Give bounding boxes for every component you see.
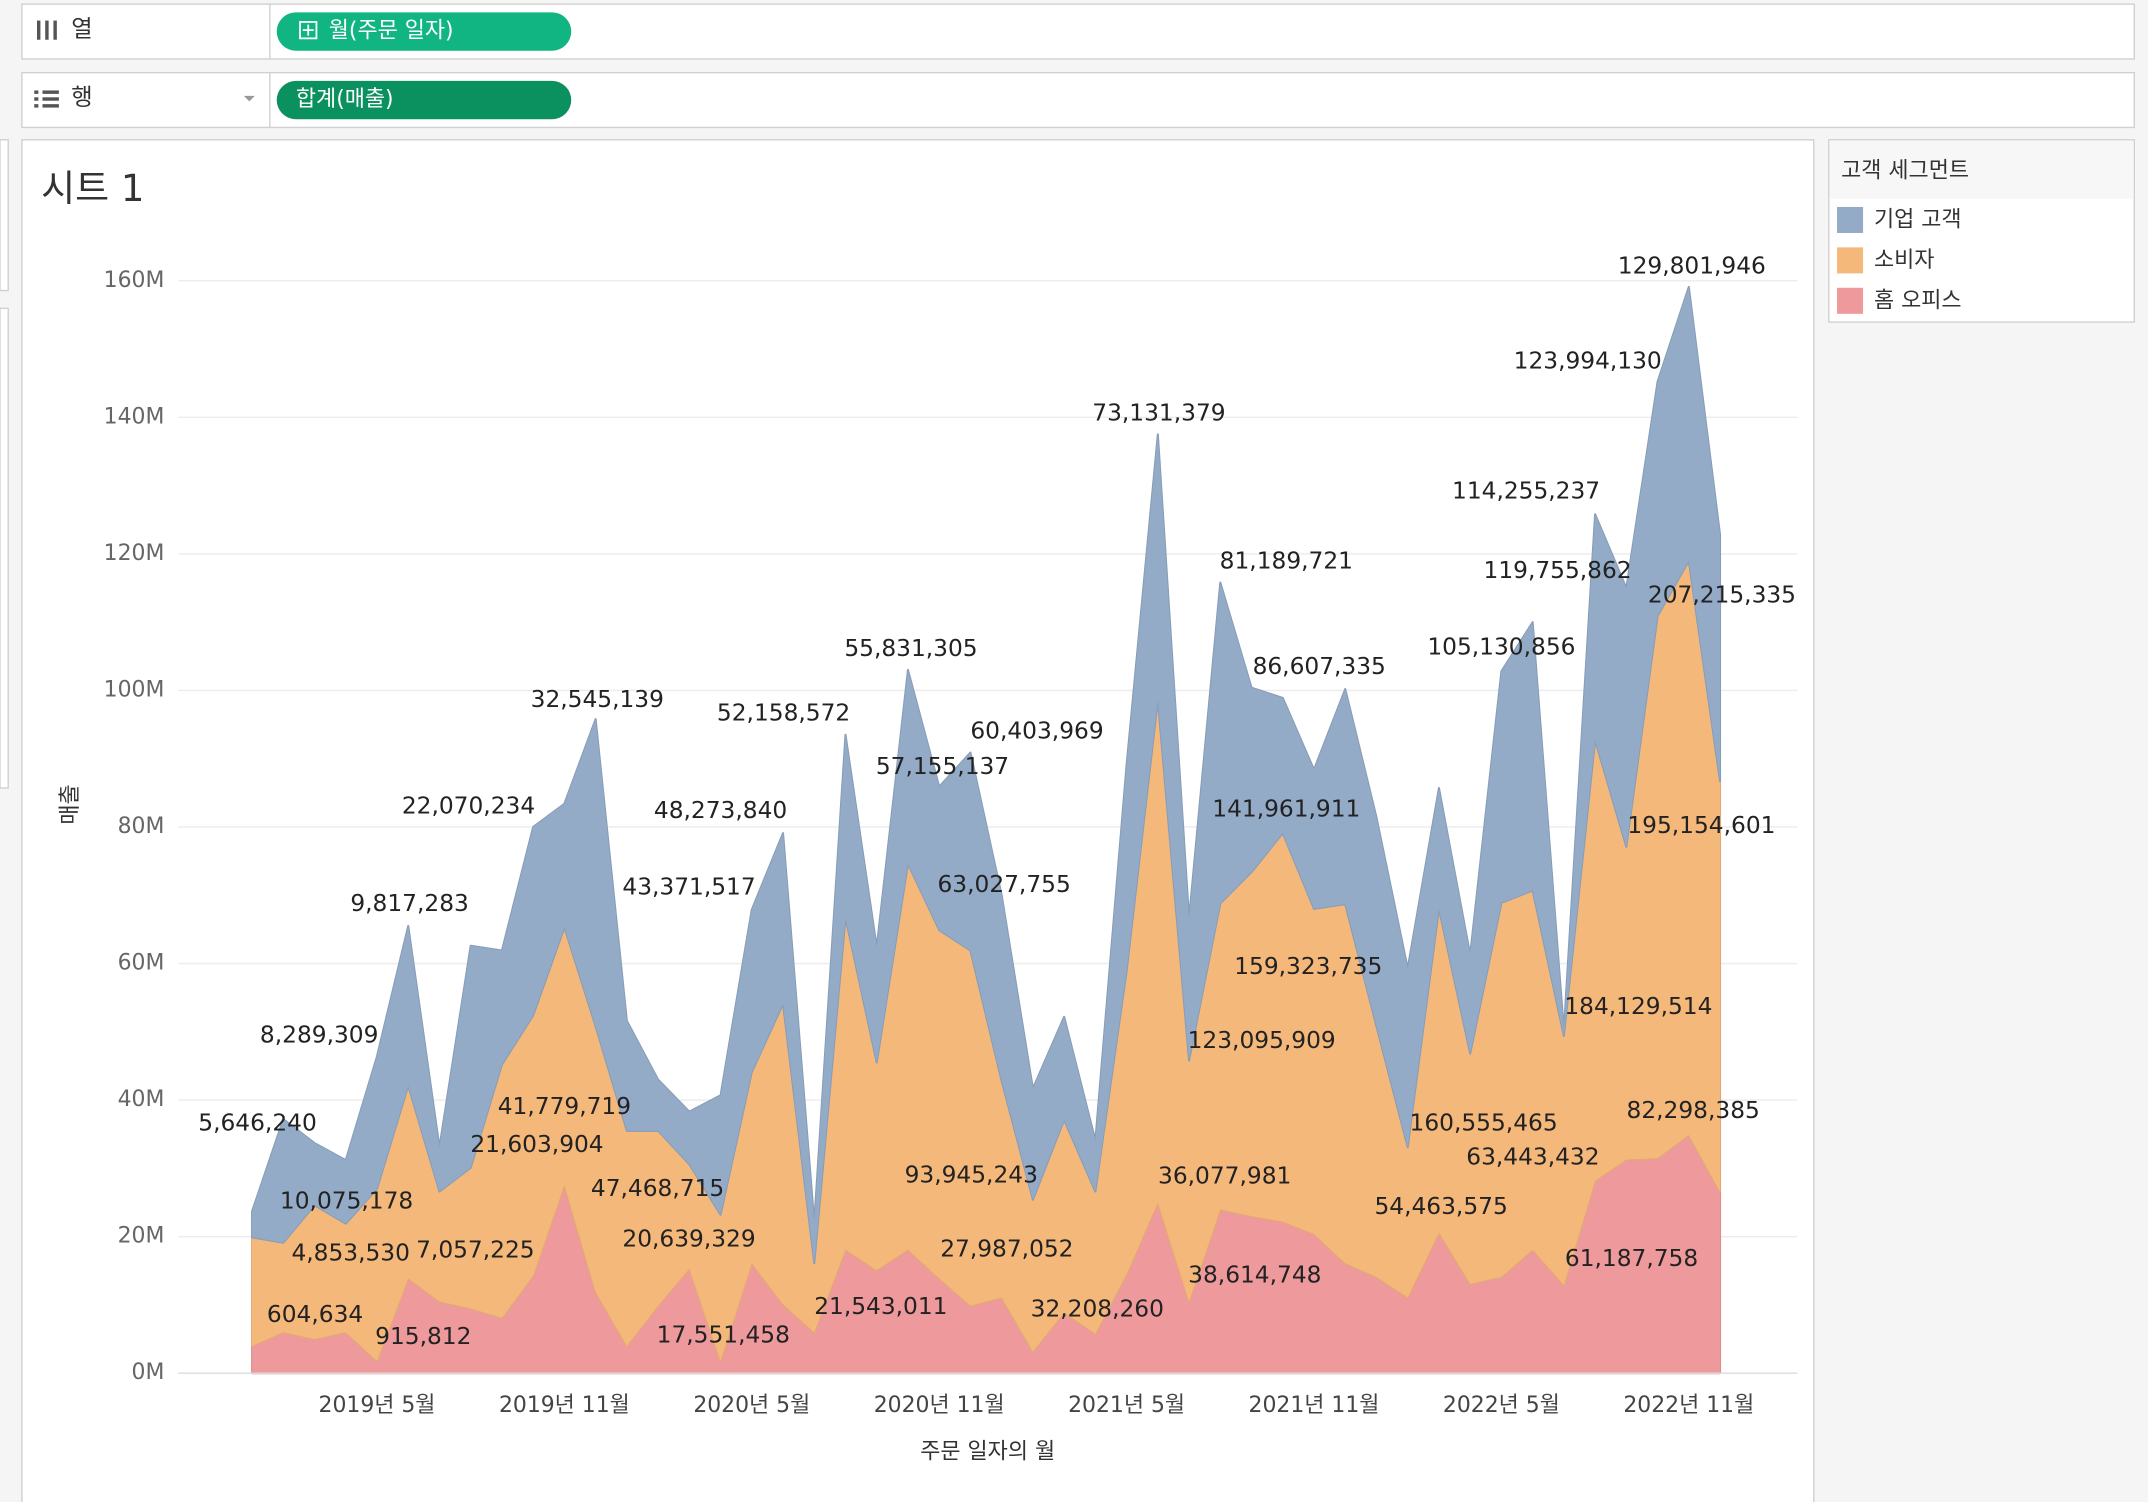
x-tick-label: 2022년 5월 xyxy=(1443,1393,1560,1418)
data-label: 27,987,052 xyxy=(940,1235,1073,1262)
data-label: 48,273,840 xyxy=(654,797,787,824)
data-label: 63,027,755 xyxy=(937,871,1070,898)
data-label: 61,187,758 xyxy=(1565,1245,1698,1272)
data-label: 129,801,946 xyxy=(1618,253,1766,280)
legend-swatch xyxy=(1837,206,1864,233)
legend-header xyxy=(1830,141,2133,199)
y-tick-label: 160M xyxy=(104,268,165,293)
data-label: 21,603,904 xyxy=(470,1131,603,1158)
y-tick-label: 40M xyxy=(118,1087,165,1112)
data-label: 915,812 xyxy=(375,1323,471,1350)
area-fill xyxy=(252,1134,1721,1374)
data-label: 22,070,234 xyxy=(402,793,535,820)
data-label: 57,155,137 xyxy=(876,753,1009,780)
data-label: 32,208,260 xyxy=(1031,1296,1164,1323)
y-tick-label: 140M xyxy=(104,404,165,429)
data-label: 8,289,309 xyxy=(260,1022,378,1049)
legend-title: 고객 세그먼트 xyxy=(1841,158,1969,183)
expand-icon xyxy=(299,21,318,40)
data-label: 123,095,909 xyxy=(1188,1027,1336,1054)
data-label: 184,129,514 xyxy=(1564,993,1712,1020)
expand-icon xyxy=(302,24,314,36)
y-tick-label: 100M xyxy=(104,677,165,702)
data-label: 114,255,237 xyxy=(1452,477,1600,504)
data-label: 207,215,335 xyxy=(1648,582,1796,609)
x-tick-label: 2020년 5월 xyxy=(693,1393,810,1418)
data-label: 160,555,465 xyxy=(1410,1109,1558,1136)
shelf-label: 행 xyxy=(71,84,92,111)
side-panel xyxy=(0,139,9,292)
y-axis-title: 매출 xyxy=(58,784,83,824)
pill[interactable] xyxy=(276,80,572,120)
columns-icon xyxy=(36,20,57,40)
rows-icon xyxy=(34,90,59,108)
data-label: 55,831,305 xyxy=(844,635,977,662)
data-label: 32,545,139 xyxy=(531,686,664,713)
data-label: 82,298,385 xyxy=(1627,1097,1760,1124)
data-label: 52,158,572 xyxy=(717,699,850,726)
pill[interactable] xyxy=(276,12,572,51)
x-tick-label: 2019년 5월 xyxy=(319,1393,436,1418)
data-label: 41,779,719 xyxy=(498,1093,631,1120)
pill-label: 합계(매출) xyxy=(296,87,394,112)
data-label: 86,607,335 xyxy=(1253,653,1386,680)
side-panel xyxy=(0,307,9,789)
x-tick-label: 2019년 11월 xyxy=(499,1393,630,1418)
data-label: 63,443,432 xyxy=(1466,1144,1599,1171)
data-label: 47,468,715 xyxy=(591,1175,724,1202)
x-tick-label: 2022년 11월 xyxy=(1623,1393,1754,1418)
y-tick-label: 80M xyxy=(118,814,165,839)
dropdown[interactable] xyxy=(243,95,255,102)
pill-label: 월(주문 일자) xyxy=(329,19,454,44)
legend-swatch xyxy=(1837,247,1864,274)
data-label: 604,634 xyxy=(267,1301,363,1328)
y-tick-label: 20M xyxy=(118,1224,165,1249)
data-label: 105,130,856 xyxy=(1427,634,1575,661)
data-label: 73,131,379 xyxy=(1092,399,1225,426)
data-label: 54,463,575 xyxy=(1374,1193,1507,1220)
data-label: 119,755,862 xyxy=(1484,557,1632,584)
y-tick-label: 60M xyxy=(118,951,165,976)
data-label: 9,817,283 xyxy=(350,890,468,917)
data-label: 36,077,981 xyxy=(1158,1163,1291,1190)
data-label: 60,403,969 xyxy=(970,717,1103,744)
x-axis-title: 주문 일자의 월 xyxy=(920,1440,1055,1465)
data-label: 141,961,911 xyxy=(1212,795,1360,822)
data-label: 123,994,130 xyxy=(1514,347,1662,374)
data-label: 10,075,178 xyxy=(280,1187,413,1214)
data-label: 159,323,735 xyxy=(1234,953,1382,980)
area-fill xyxy=(252,560,1721,1361)
data-label: 4,853,530 xyxy=(291,1239,409,1266)
legend-swatch xyxy=(1837,287,1864,314)
data-label: 17,551,458 xyxy=(657,1322,790,1349)
data-label: 38,614,748 xyxy=(1188,1261,1321,1288)
area-fill xyxy=(252,286,1721,1264)
x-tick-label: 2021년 5월 xyxy=(1068,1393,1185,1418)
data-label: 43,371,517 xyxy=(622,874,755,901)
data-label: 21,543,011 xyxy=(814,1293,947,1320)
data-label: 20,639,329 xyxy=(622,1226,755,1253)
data-label: 93,945,243 xyxy=(905,1161,1038,1188)
legend-label: 홈 오피스 xyxy=(1874,288,1962,313)
data-label: 5,646,240 xyxy=(198,1109,316,1136)
y-tick-label: 120M xyxy=(104,541,165,566)
x-tick-label: 2020년 11월 xyxy=(874,1393,1005,1418)
legend-label: 기업 고객 xyxy=(1874,208,1962,233)
y-tick-label: 0M xyxy=(132,1360,165,1385)
sheet-title: 시트 1 xyxy=(41,167,144,210)
shelf-label: 열 xyxy=(71,16,92,43)
x-tick-label: 2021년 11월 xyxy=(1249,1393,1380,1418)
data-label: 195,154,601 xyxy=(1627,812,1775,839)
legend-label: 소비자 xyxy=(1874,248,1934,273)
data-label: 7,057,225 xyxy=(416,1237,534,1264)
data-label: 81,189,721 xyxy=(1220,547,1353,574)
